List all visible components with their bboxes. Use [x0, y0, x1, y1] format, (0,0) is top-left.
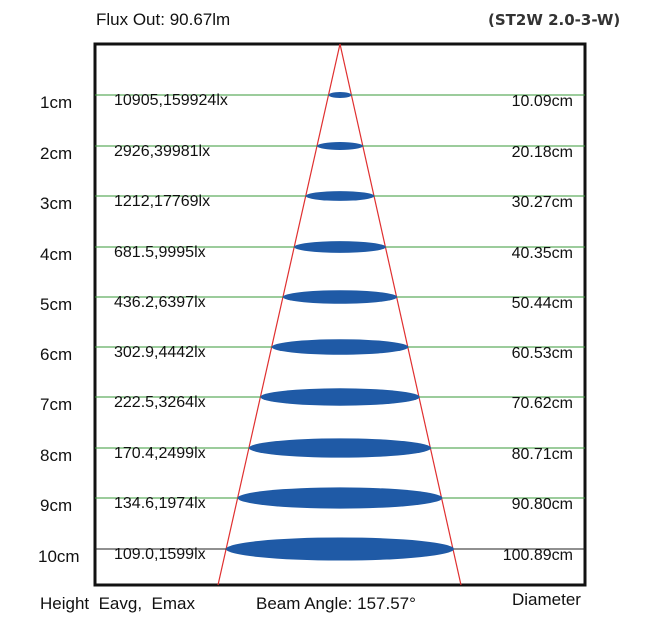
height-value: 9cm — [40, 496, 73, 515]
cone-left-edge — [217, 43, 341, 586]
eavg-emax-value: 436.2,6397lx — [114, 294, 206, 311]
emax-label: Emax — [151, 594, 195, 613]
eavg-emax-value: 222.5,3264lx — [114, 394, 206, 411]
height-value: 7cm — [40, 395, 73, 414]
light-spot — [294, 241, 386, 253]
flux-label: Flux Out: — [96, 10, 165, 29]
light-spot — [282, 290, 398, 304]
eavg-emax-value: 1212,17769lx — [114, 193, 211, 210]
height-label: Height — [40, 594, 90, 613]
cone-right-edge — [339, 43, 462, 586]
light-spot — [316, 142, 364, 150]
height-value: 4cm — [40, 245, 73, 264]
diameter-value: 40.35cm — [511, 245, 573, 262]
eavg-emax-value: 134.6,1974lx — [114, 495, 206, 512]
diameter-label: Diameter — [512, 590, 581, 609]
height-value: 1cm — [40, 93, 73, 112]
diameter-value: 30.27cm — [511, 194, 573, 211]
footer-height-label: Height Eavg, Emax — [40, 594, 195, 614]
height-value: 8cm — [40, 446, 73, 465]
diameter-value: 50.44cm — [511, 295, 573, 312]
light-spot — [271, 339, 409, 355]
model-code: (ST2W 2.0-3-W) — [488, 11, 621, 29]
light-spot — [305, 191, 375, 201]
light-spot — [260, 388, 420, 406]
beam-angle: Beam Angle: 157.57° — [256, 594, 416, 614]
diameter-value: 90.80cm — [511, 496, 573, 513]
eavg-emax-value: 2926,39981lx — [114, 143, 211, 160]
height-value: 3cm — [40, 194, 73, 213]
eavg-emax-value: 681.5,9995lx — [114, 244, 206, 261]
eavg-emax-value: 10905,159924lx — [114, 92, 228, 109]
light-spot — [237, 487, 443, 509]
eavg-emax-value: 109.0,1599lx — [114, 546, 206, 563]
diameter-value: 100.89cm — [502, 547, 573, 564]
light-spot — [248, 438, 432, 458]
light-spot — [226, 537, 454, 561]
diameter-value: 10.09cm — [511, 93, 573, 110]
flux-out: Flux Out: 90.67lm — [96, 10, 230, 30]
height-value: 6cm — [40, 345, 73, 364]
beam-label: Beam Angle: — [256, 594, 353, 613]
diameter-value: 60.53cm — [511, 345, 573, 362]
eavg-label: Eavg, — [98, 594, 143, 613]
diameter-value: 70.62cm — [511, 395, 573, 412]
height-value: 5cm — [40, 295, 73, 314]
eavg-emax-value: 302.9,4442lx — [114, 344, 206, 361]
beam-value: 157.57° — [357, 594, 416, 613]
diameter-value: 80.71cm — [511, 446, 573, 463]
eavg-emax-value: 170.4,2499lx — [114, 445, 206, 462]
height-value: 10cm — [38, 547, 80, 566]
diameter-value: 20.18cm — [511, 144, 573, 161]
flux-value: 90.67lm — [169, 10, 231, 29]
light-spot — [328, 92, 352, 98]
height-value: 2cm — [40, 144, 73, 163]
